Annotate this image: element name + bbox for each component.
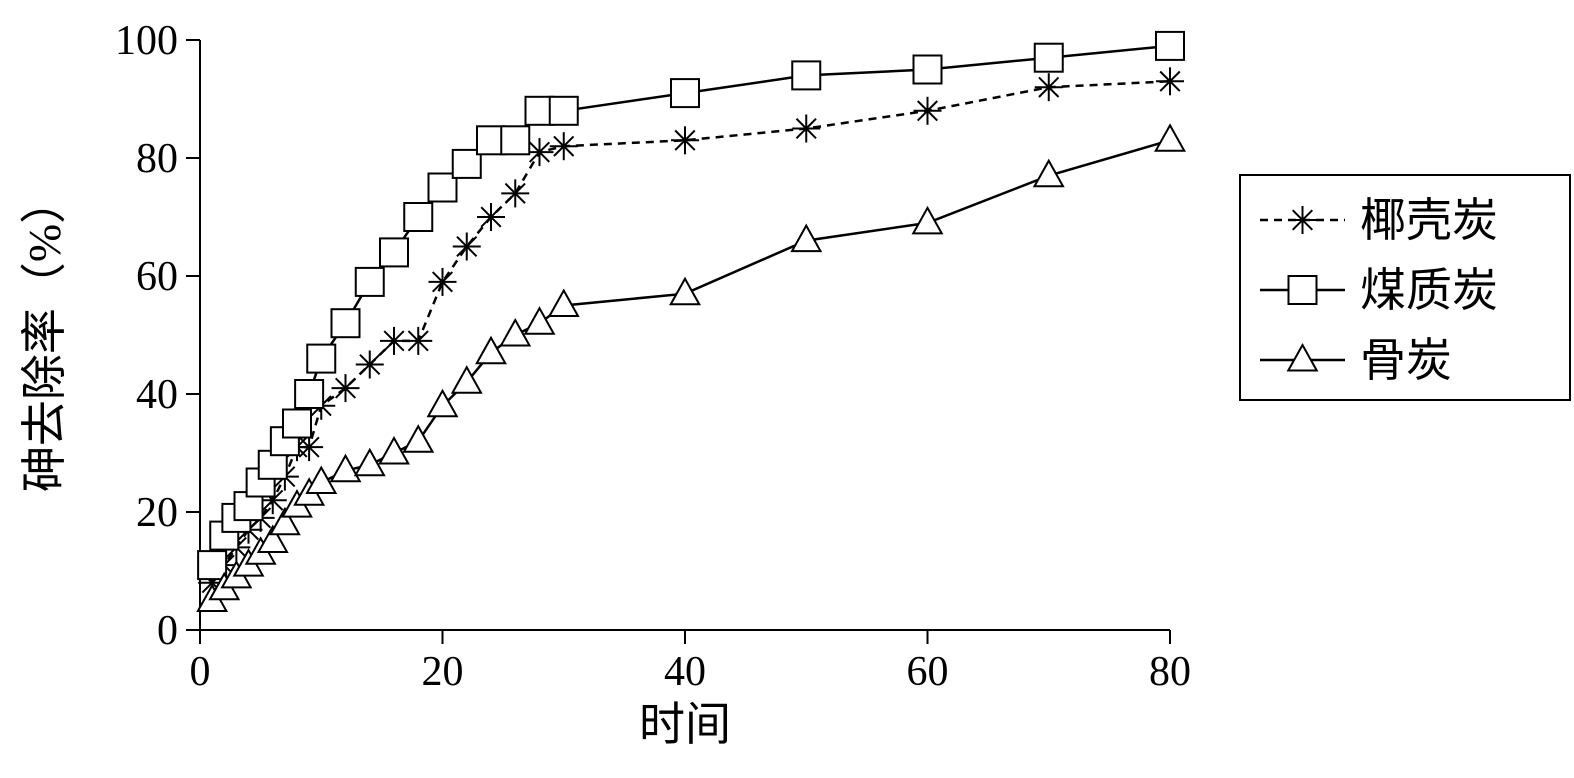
- marker-square: [792, 61, 820, 89]
- marker-triangle: [477, 338, 506, 364]
- y-tick-label: 40: [136, 372, 178, 418]
- marker-triangle: [671, 279, 700, 305]
- series-bone-line: [212, 140, 1170, 600]
- marker-square: [380, 238, 408, 266]
- y-tick-label: 60: [136, 254, 178, 300]
- marker-asterisk: [429, 268, 457, 296]
- marker-asterisk: [477, 203, 505, 231]
- marker-asterisk: [404, 327, 432, 355]
- marker-square: [1035, 44, 1063, 72]
- chart-svg: 0 20 40 60 80 0 20 40 60 80 100 时间 砷去除率（%） 椰壳炭煤质炭骨炭: [20, 20, 1574, 758]
- x-tick-label: 0: [190, 649, 211, 695]
- marker-triangle: [1156, 125, 1185, 151]
- y-tick-label: 0: [157, 608, 178, 654]
- marker-square: [914, 56, 942, 84]
- marker-square: [332, 309, 360, 337]
- x-tick-label: 20: [422, 649, 464, 695]
- marker-square: [307, 345, 335, 373]
- x-tick-label: 40: [664, 649, 706, 695]
- marker-triangle: [550, 291, 579, 317]
- legend-label: 椰壳炭: [1360, 195, 1498, 246]
- marker-asterisk: [671, 126, 699, 154]
- marker-square: [671, 79, 699, 107]
- marker-triangle: [404, 426, 433, 452]
- marker-triangle: [525, 308, 554, 334]
- marker-asterisk: [332, 374, 360, 402]
- marker-triangle: [913, 208, 942, 234]
- y-axis-label: 砷去除率（%）: [20, 178, 70, 492]
- marker-asterisk: [1289, 206, 1317, 234]
- marker-asterisk: [1156, 67, 1184, 95]
- marker-asterisk: [501, 179, 529, 207]
- marker-asterisk: [356, 351, 384, 379]
- marker-square: [404, 203, 432, 231]
- legend-label: 煤质炭: [1360, 265, 1498, 316]
- marker-square: [198, 551, 226, 579]
- marker-square: [550, 97, 578, 125]
- x-axis-label: 时间: [639, 699, 731, 750]
- marker-asterisk: [453, 233, 481, 261]
- marker-asterisk: [792, 115, 820, 143]
- marker-square: [501, 126, 529, 154]
- marker-square: [295, 380, 323, 408]
- marker-square: [1156, 32, 1184, 60]
- y-tick-label: 80: [136, 136, 178, 182]
- marker-square: [1289, 276, 1317, 304]
- marker-asterisk: [550, 132, 578, 160]
- x-tick-label: 60: [907, 649, 949, 695]
- series-coal-line: [212, 46, 1170, 565]
- chart-container: 0 20 40 60 80 0 20 40 60 80 100 时间 砷去除率（%） 椰壳炭煤质炭骨炭: [20, 20, 1574, 758]
- y-tick-label: 20: [136, 490, 178, 536]
- marker-square: [356, 268, 384, 296]
- marker-asterisk: [1035, 73, 1063, 101]
- y-tick-label: 100: [115, 20, 178, 64]
- marker-asterisk: [380, 327, 408, 355]
- legend-label: 骨炭: [1360, 335, 1452, 386]
- marker-asterisk: [914, 97, 942, 125]
- marker-square: [283, 410, 311, 438]
- x-tick-label: 80: [1149, 649, 1191, 695]
